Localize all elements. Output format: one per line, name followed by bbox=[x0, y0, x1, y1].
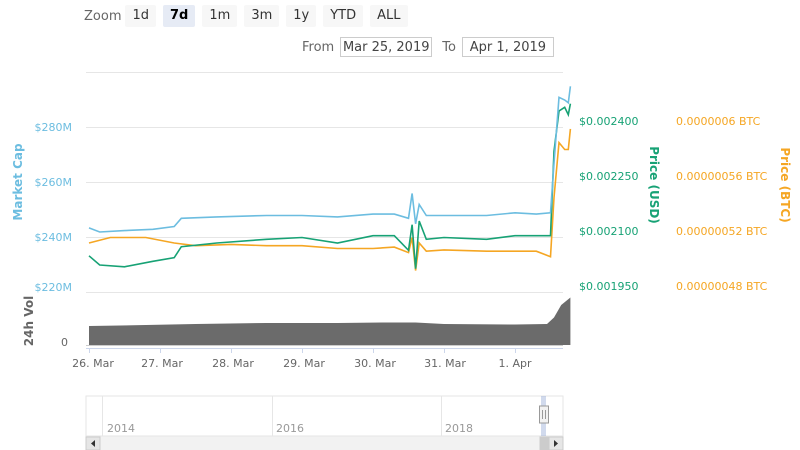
scrollbar-track[interactable] bbox=[85, 436, 564, 450]
navigator-handle[interactable] bbox=[539, 405, 549, 424]
price-btc-line bbox=[88, 128, 572, 271]
price-btc-tick-label: 0.0000006 BTC bbox=[676, 115, 761, 128]
navigator-year-label: 2018 bbox=[445, 422, 473, 435]
price-usd-tick-label: $0.001950 bbox=[579, 280, 639, 293]
market-cap-line bbox=[88, 86, 572, 233]
to-date-input[interactable]: Apr 1, 2019 bbox=[461, 37, 554, 57]
zoom-label: Zoom bbox=[84, 8, 122, 24]
to-label: To bbox=[442, 39, 456, 55]
x-tick-label: 31. Mar bbox=[424, 357, 466, 370]
zoom-1m-button[interactable]: 1m bbox=[202, 5, 238, 27]
price-btc-tick-label: 0.00000052 BTC bbox=[676, 225, 768, 238]
market-cap-axis-title: Market Cap bbox=[11, 143, 25, 221]
navigator-year-label: 2016 bbox=[276, 422, 304, 435]
x-ticks bbox=[89, 348, 516, 353]
zoom-7d-button[interactable]: 7d bbox=[163, 5, 196, 27]
chevron-right-icon bbox=[554, 440, 558, 447]
from-date-input[interactable]: Mar 25, 2019 bbox=[340, 37, 433, 57]
volume-pane bbox=[86, 297, 571, 346]
market-cap-tick-label: $280M bbox=[35, 121, 73, 134]
price-usd-tick-label: $0.002250 bbox=[579, 170, 639, 183]
zoom-3m-button[interactable]: 3m bbox=[244, 5, 280, 27]
navigator-year-label: 2014 bbox=[107, 422, 135, 435]
chevron-left-icon bbox=[91, 440, 95, 447]
volume-area bbox=[89, 297, 571, 345]
price-btc-tick-label: 0.00000056 BTC bbox=[676, 170, 768, 183]
x-tick-label: 1. Apr bbox=[498, 357, 531, 370]
scrollbar[interactable] bbox=[85, 436, 564, 450]
zoom-bar: Zoom 1d 7d 1m 3m 1y YTD ALL bbox=[84, 5, 415, 27]
price-usd-line bbox=[88, 103, 572, 269]
from-label: From bbox=[302, 39, 335, 55]
date-range-selector: From Mar 25, 2019 To Apr 1, 2019 bbox=[302, 36, 564, 58]
zoom-1y-button[interactable]: 1y bbox=[286, 5, 317, 27]
volume-tick-label: 0 bbox=[61, 336, 68, 349]
zoom-1d-button[interactable]: 1d bbox=[125, 5, 157, 27]
price-usd-tick-label: $0.002400 bbox=[579, 115, 639, 128]
price-btc-tick-label: 0.00000048 BTC bbox=[676, 280, 768, 293]
price-usd-tick-label: $0.002100 bbox=[579, 225, 639, 238]
price-usd-axis-title: Price (USD) bbox=[647, 146, 661, 224]
volume-axis-title: 24h Vol bbox=[22, 296, 36, 346]
zoom-ytd-button[interactable]: YTD bbox=[323, 5, 364, 27]
x-tick-label: 26. Mar bbox=[72, 357, 114, 370]
navigator[interactable]: 2014 2016 2018 bbox=[85, 395, 564, 437]
market-cap-tick-label: $220M bbox=[35, 281, 73, 294]
x-tick-label: 30. Mar bbox=[354, 357, 396, 370]
x-tick-label: 27. Mar bbox=[141, 357, 183, 370]
market-cap-tick-label: $240M bbox=[35, 231, 73, 244]
scrollbar-thumb[interactable] bbox=[539, 436, 550, 450]
navigator-frame bbox=[85, 395, 564, 437]
gridlines bbox=[86, 72, 563, 293]
market-cap-tick-label: $260M bbox=[35, 176, 73, 189]
price-btc-axis-title: Price (BTC) bbox=[778, 147, 792, 222]
x-tick-label: 28. Mar bbox=[212, 357, 254, 370]
zoom-all-button[interactable]: ALL bbox=[370, 5, 408, 27]
x-tick-label: 29. Mar bbox=[283, 357, 325, 370]
